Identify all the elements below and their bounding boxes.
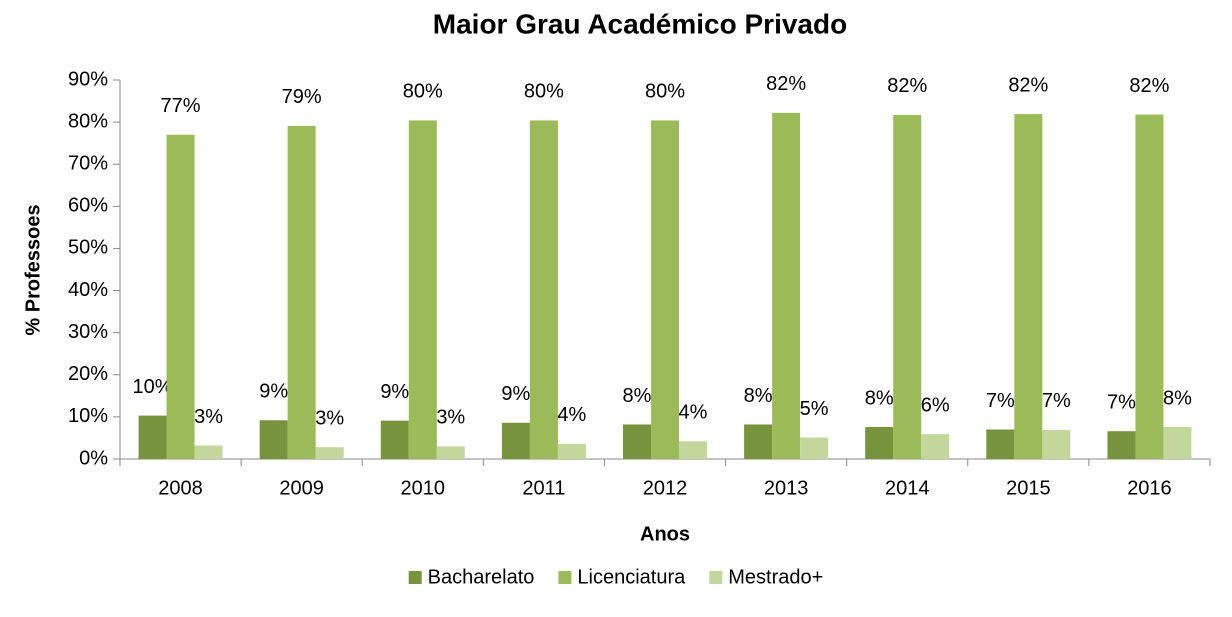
data-label: 82%: [1129, 75, 1169, 97]
y-tick-label: 10%: [68, 405, 108, 427]
data-label: 6%: [921, 394, 950, 416]
bar: [408, 120, 437, 459]
data-label: 7%: [986, 390, 1015, 412]
data-label: 5%: [800, 398, 829, 420]
y-tick-label: 80%: [68, 110, 108, 132]
bar: [1135, 114, 1164, 459]
bar: [1014, 114, 1043, 460]
x-tick-label: 2008: [158, 477, 203, 499]
bar: [772, 112, 801, 459]
x-tick-label: 2012: [643, 477, 688, 499]
bar: [1042, 429, 1071, 459]
data-label: 8%: [744, 385, 773, 407]
bar: [315, 447, 344, 459]
bar: [921, 434, 950, 459]
data-label: 79%: [282, 86, 322, 108]
bar: [501, 422, 530, 459]
legend-swatch: [558, 571, 572, 584]
x-tick-label: 2014: [885, 477, 930, 499]
data-label: 9%: [501, 383, 530, 405]
x-tick-label: 2011: [522, 477, 565, 499]
data-label: 9%: [380, 381, 409, 403]
x-axis-label: Anos: [640, 523, 690, 545]
y-axis-label: % Professoes: [22, 204, 44, 335]
y-tick-label: 30%: [68, 321, 108, 343]
y-tick-label: 60%: [68, 195, 108, 217]
data-label: 82%: [887, 75, 927, 97]
y-tick-label: 70%: [68, 153, 108, 175]
legend-label: Licenciatura: [577, 566, 686, 588]
y-tick-label: 50%: [68, 237, 108, 259]
bar: [744, 424, 773, 459]
data-label: 80%: [645, 81, 685, 103]
bar: [166, 134, 195, 459]
x-tick-label: 2013: [764, 477, 809, 499]
bar: [865, 426, 894, 459]
data-label: 4%: [679, 402, 708, 424]
bar: [986, 429, 1015, 459]
bar: [679, 441, 707, 459]
data-label: 10%: [133, 376, 173, 398]
chart-title: Maior Grau Académico Privado: [433, 8, 847, 39]
bar: [557, 443, 586, 459]
bar: [529, 120, 558, 459]
bar: [259, 420, 288, 459]
bar: [800, 437, 829, 459]
data-label: 3%: [194, 406, 223, 428]
data-label: 8%: [865, 387, 894, 409]
legend-swatch: [709, 571, 723, 584]
bar: [380, 420, 409, 459]
y-tick-label: 20%: [68, 363, 108, 385]
data-label: 7%: [1042, 390, 1071, 412]
bar: [287, 125, 316, 459]
bar: [623, 424, 651, 459]
bar: [893, 114, 922, 460]
data-label: 4%: [557, 404, 586, 426]
data-label: 82%: [766, 73, 806, 95]
x-tick-label: 2015: [1006, 477, 1051, 499]
bar: [651, 120, 679, 459]
data-label: 80%: [403, 81, 443, 103]
bar: [194, 445, 223, 459]
data-label: 8%: [623, 385, 652, 407]
x-tick-label: 2016: [1127, 477, 1172, 499]
x-tick-label: 2010: [401, 477, 446, 499]
data-label: 3%: [315, 407, 344, 429]
bar: [436, 446, 465, 459]
y-tick-label: 0%: [79, 447, 108, 469]
data-label: 77%: [161, 95, 201, 117]
bar: [1107, 431, 1136, 459]
y-tick-label: 90%: [68, 68, 108, 90]
legend-label: Bacharelato: [428, 566, 535, 588]
data-label: 9%: [259, 381, 288, 403]
legend-label: Mestrado+: [728, 566, 823, 588]
data-label: 80%: [524, 81, 564, 103]
x-tick-label: 2009: [279, 477, 324, 499]
legend-swatch: [408, 571, 422, 584]
data-label: 3%: [436, 407, 465, 429]
bar: [138, 415, 167, 459]
y-tick-label: 40%: [68, 279, 108, 301]
data-label: 8%: [1163, 387, 1192, 409]
data-label: 82%: [1008, 74, 1048, 96]
bar: [1163, 426, 1192, 459]
data-label: 7%: [1107, 391, 1136, 413]
